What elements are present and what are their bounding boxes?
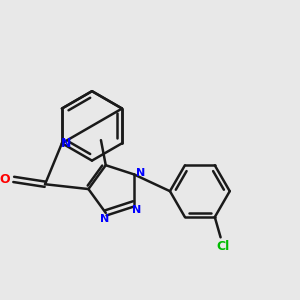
Text: N: N	[136, 168, 145, 178]
Text: N: N	[61, 137, 71, 150]
Text: Cl: Cl	[216, 239, 229, 253]
Text: N: N	[100, 214, 110, 224]
Text: O: O	[0, 173, 10, 186]
Text: N: N	[132, 205, 141, 215]
